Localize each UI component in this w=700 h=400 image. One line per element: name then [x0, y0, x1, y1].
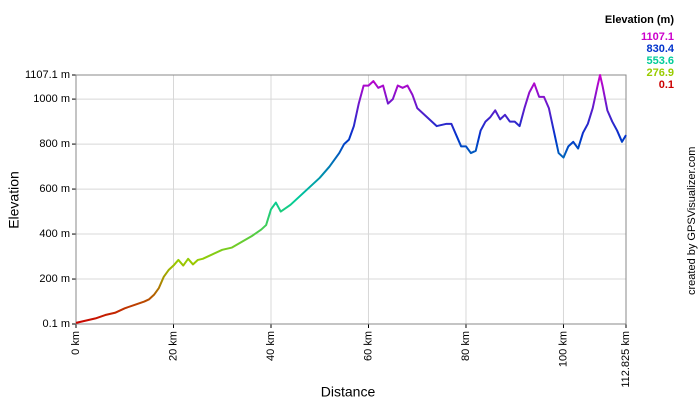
- x-tick-label: 20 km: [167, 331, 179, 361]
- x-tick-label: 112.825 km: [620, 331, 632, 388]
- y-axis-title: Elevation: [6, 171, 22, 229]
- x-tick-label: 40 km: [265, 331, 277, 361]
- legend-value: 0.1: [659, 79, 674, 91]
- legend-title: Elevation (m): [605, 14, 674, 26]
- y-tick-label: 0.1 m: [42, 318, 70, 330]
- y-tick-label: 400 m: [39, 228, 70, 240]
- plot-frame: [75, 74, 627, 325]
- legend-value: 553.6: [646, 55, 674, 67]
- y-tick-label: 800 m: [39, 138, 70, 150]
- x-tick-label: 0 km: [70, 331, 82, 355]
- elevation-line: [75, 74, 627, 324]
- legend-value: 276.9: [646, 67, 674, 79]
- x-tick-label: 60 km: [362, 331, 374, 361]
- credit: created by GPSVisualizer.com: [686, 147, 698, 295]
- y-tick-label: 1107.1 m: [25, 69, 70, 81]
- legend-value: 1107.1: [641, 31, 674, 43]
- x-tick-label: 100 km: [557, 331, 569, 367]
- x-tick-label: 80 km: [460, 331, 472, 361]
- y-tick-label: 200 m: [39, 273, 70, 285]
- legend-value: 830.4: [646, 43, 674, 55]
- y-tick-label: 600 m: [39, 183, 70, 195]
- y-tick-label: 1000 m: [33, 93, 70, 105]
- x-axis-title: Distance: [321, 384, 376, 400]
